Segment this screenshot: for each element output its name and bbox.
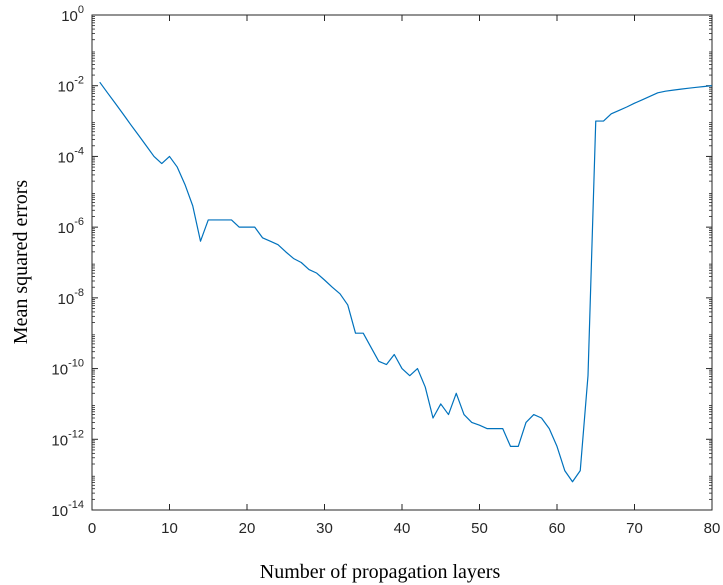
x-tick-label: 70 xyxy=(626,520,643,537)
y-tick-label: 10-14 xyxy=(51,499,84,520)
y-tick-label: 10-12 xyxy=(51,428,84,449)
y-tick-label: 10-6 xyxy=(58,216,84,237)
y-axis-title: Mean squared errors xyxy=(10,180,32,345)
y-tick-label: 10-4 xyxy=(58,145,84,166)
x-tick-label: 0 xyxy=(88,520,96,537)
y-tick-label: 100 xyxy=(61,4,84,25)
x-tick-label: 20 xyxy=(239,520,256,537)
x-tick-label: 80 xyxy=(704,520,721,537)
x-tick-label: 60 xyxy=(549,520,566,537)
series-line xyxy=(99,81,713,483)
x-axis-title: Number of propagation layers xyxy=(260,561,501,583)
y-tick-labels: 10-14 10-12 10-10 10-8 10-6 10-4 10-2 100 xyxy=(51,4,84,520)
series-group xyxy=(99,81,713,483)
x-tick-label: 50 xyxy=(471,520,488,537)
y-tick-label: 10-8 xyxy=(58,287,84,308)
x-tick-label: 30 xyxy=(316,520,333,537)
y-tick-label: 10-2 xyxy=(58,75,84,96)
x-tick-label: 40 xyxy=(394,520,411,537)
major-ticks xyxy=(91,14,713,511)
y-tick-label: 10-10 xyxy=(51,358,84,379)
plot-frame xyxy=(91,14,713,511)
minor-ticks xyxy=(92,16,712,500)
x-tick-label: 10 xyxy=(161,520,178,537)
x-tick-labels: 0 10 20 30 40 50 60 70 80 xyxy=(88,520,721,537)
plot-area xyxy=(91,14,713,511)
